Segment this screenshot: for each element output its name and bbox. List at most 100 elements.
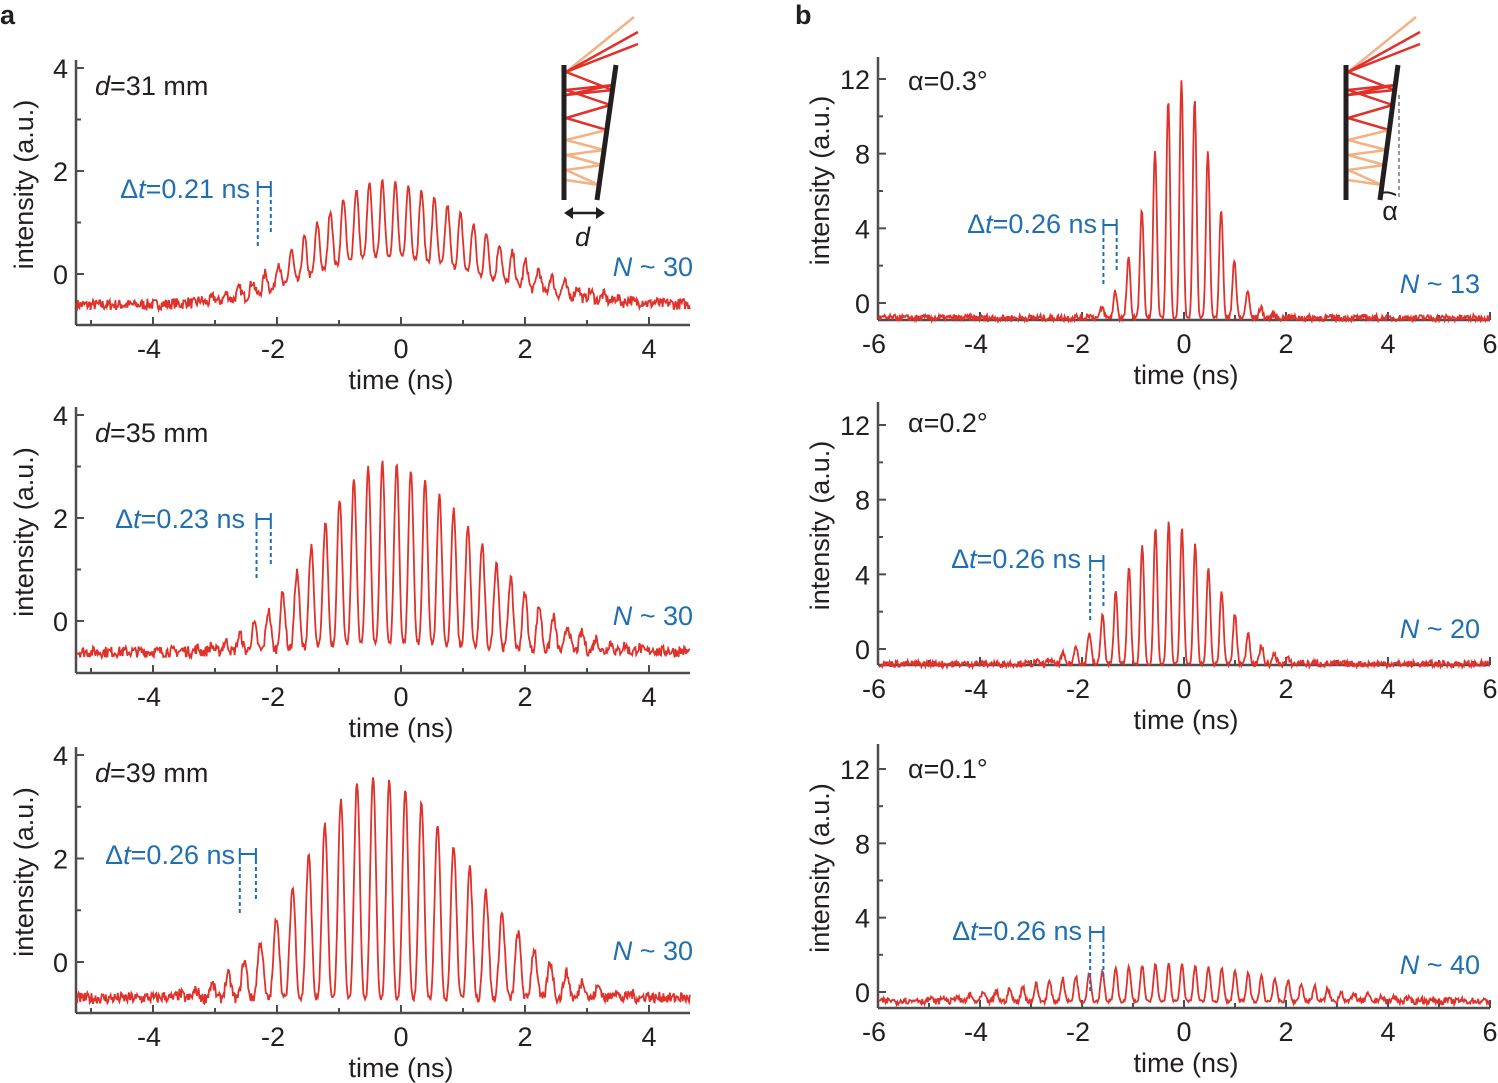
delta-t-value: =0.26 ns <box>978 916 1082 946</box>
n-variable: N <box>613 601 633 631</box>
reflected-ray <box>565 138 605 152</box>
mirror-diagram-angle: α <box>1343 16 1421 226</box>
x-tick-label: 2 <box>1278 329 1293 359</box>
signal-line <box>878 521 1490 671</box>
x-tick-label: -4 <box>137 1022 161 1052</box>
delta-t-value: =0.26 ns <box>993 209 1097 239</box>
x-axis-label: time (ns) <box>1133 1048 1238 1078</box>
output-ray <box>1347 16 1417 73</box>
signal-line <box>878 962 1491 1008</box>
x-tick-label: -2 <box>1066 674 1090 704</box>
n-value: ~ 13 <box>1419 269 1480 299</box>
y-tick-label: 12 <box>840 411 870 441</box>
n-variable: N <box>1400 269 1420 299</box>
condition-value: =0.1° <box>924 754 988 784</box>
x-axis-label: time (ns) <box>348 1053 453 1083</box>
x-tick-label: 2 <box>1278 1017 1293 1047</box>
reflected-ray <box>1347 88 1394 107</box>
signal-line <box>76 460 691 661</box>
delta-t-annotation: Δt=0.26 ns <box>105 840 235 870</box>
condition-variable: d <box>95 758 111 788</box>
t-variable: t <box>970 916 979 946</box>
chart-panel-6: -6 -4 -2 0 2 4 6 0 4 8 12 time (ns) intensity (a.u.)… <box>805 744 1498 1078</box>
y-tick-label: 2 <box>53 845 68 875</box>
reflected-ray <box>1347 128 1390 142</box>
reflected-ray <box>565 153 603 167</box>
reflected-ray <box>1347 178 1383 187</box>
x-tick-label: -2 <box>261 682 285 712</box>
reflected-ray <box>1347 83 1396 92</box>
reflected-ray <box>1347 148 1387 157</box>
x-tick-label: -4 <box>964 674 988 704</box>
reflected-ray <box>1347 103 1394 120</box>
y-tick-label: 4 <box>53 741 68 771</box>
angle-symbol: α <box>1382 196 1398 226</box>
distance-symbol: d <box>575 222 591 252</box>
period-bracket <box>256 181 272 247</box>
x-tick-label: 0 <box>1176 1017 1191 1047</box>
pulse-count-annotation: N ~ 20 <box>1400 614 1480 644</box>
signal-line <box>76 777 691 1006</box>
pulse-count-annotation: N ~ 40 <box>1400 950 1480 980</box>
y-tick-label: 8 <box>855 486 870 516</box>
x-tick-label: 4 <box>641 334 656 364</box>
delta-symbol: Δ <box>115 504 133 534</box>
x-tick-label: -6 <box>862 674 886 704</box>
x-axis-label: time (ns) <box>348 365 453 395</box>
condition-value: =39 mm <box>110 758 208 788</box>
delta-symbol: Δ <box>105 840 123 870</box>
period-bracket <box>255 513 272 579</box>
x-tick-label: 0 <box>1176 674 1191 704</box>
pulse-count-annotation: N ~ 30 <box>613 252 693 282</box>
t-variable: t <box>985 209 994 239</box>
reflected-ray <box>1347 163 1385 172</box>
delta-t-annotation: Δt=0.26 ns <box>952 916 1082 946</box>
t-variable: t <box>123 840 132 870</box>
x-tick-label: 6 <box>1482 1017 1497 1047</box>
x-tick-label: 0 <box>1176 329 1191 359</box>
reflected-ray <box>1347 138 1387 152</box>
n-variable: N <box>613 252 633 282</box>
delta-t-annotation: Δt=0.26 ns <box>967 209 1097 239</box>
x-tick-label: 4 <box>641 1022 656 1052</box>
output-ray <box>1347 30 1421 74</box>
x-axis-label: time (ns) <box>348 713 453 743</box>
period-bracket <box>1102 219 1118 285</box>
x-tick-label: 2 <box>517 1022 532 1052</box>
x-tick-label: -4 <box>137 334 161 364</box>
y-axis-label: intensity (a.u.) <box>805 783 835 953</box>
chart-panel-3: -4 -2 0 2 4 0 2 4 time (ns) intensity (a.u.) d=39 … <box>9 741 693 1083</box>
x-tick-label: -2 <box>1066 1017 1090 1047</box>
n-value: ~ 40 <box>1419 950 1480 980</box>
reflected-ray <box>565 116 608 132</box>
output-ray <box>565 30 639 74</box>
angle-arrow <box>1381 191 1397 196</box>
mirror-diagram-distance: d <box>561 16 639 252</box>
delta-t-annotation: Δt=0.23 ns <box>115 504 245 534</box>
delta-symbol: Δ <box>967 209 985 239</box>
x-tick-label: -6 <box>862 329 886 359</box>
condition-value: =35 mm <box>110 418 208 448</box>
condition-label: α=0.3° <box>908 66 988 96</box>
reflected-ray <box>1347 168 1383 187</box>
n-variable: N <box>1400 950 1420 980</box>
y-tick-label: 4 <box>53 401 68 431</box>
signal-line <box>76 179 691 314</box>
condition-label: α=0.2° <box>908 408 988 438</box>
condition-label: α=0.1° <box>908 754 988 784</box>
reflected-ray <box>565 88 611 107</box>
condition-variable: d <box>95 71 111 101</box>
chart-panel-2: -4 -2 0 2 4 0 2 4 time (ns) intensity (a.u.) d=35 … <box>9 401 693 743</box>
signal-line <box>878 80 1491 325</box>
right-mirror <box>1377 64 1401 201</box>
reflected-ray <box>565 103 611 120</box>
x-tick-label: 4 <box>1380 329 1395 359</box>
y-tick-label: 4 <box>855 904 870 934</box>
output-ray <box>565 16 635 73</box>
y-tick-label: 12 <box>840 755 870 785</box>
x-axis-label: time (ns) <box>1133 705 1238 735</box>
period-bracket <box>1089 926 1105 992</box>
y-axis-label: intensity (a.u.) <box>9 100 39 270</box>
chart-panel-5: -6 -4 -2 0 2 4 6 0 4 8 12 time (ns) intensity (a.u.)… <box>805 402 1498 735</box>
condition-value: =31 mm <box>110 71 208 101</box>
